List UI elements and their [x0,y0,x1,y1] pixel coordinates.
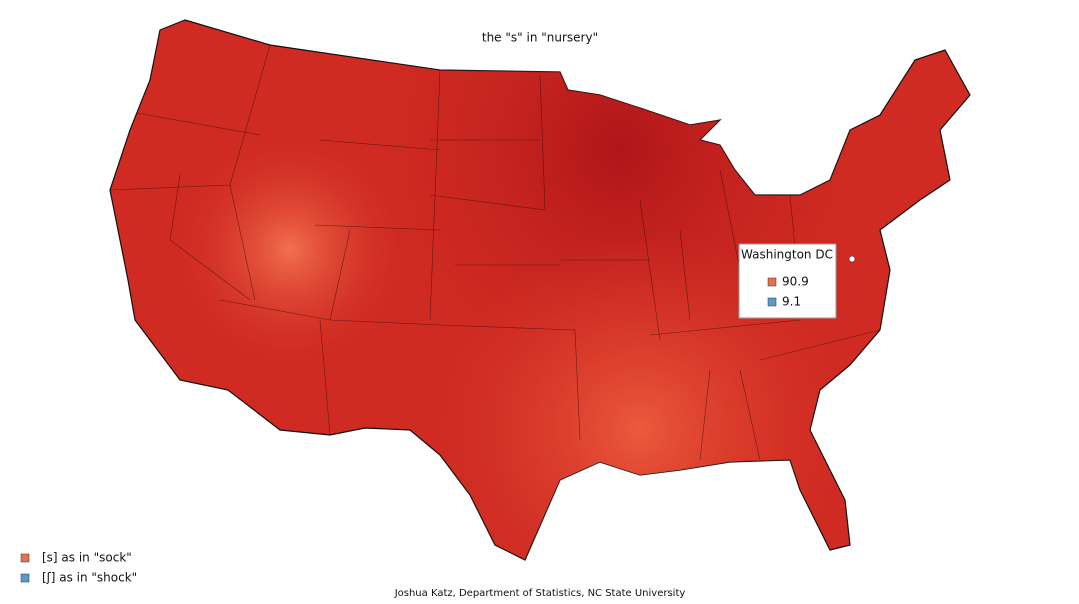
tooltip-swatch [767,297,777,307]
tooltip-label: Washington DC [741,248,833,262]
tooltip-box [738,243,837,319]
tooltip-value: 9.1 [782,295,801,309]
legend-swatch [20,573,30,583]
tooltip-value: 90.9 [782,275,809,289]
legend-swatch [20,553,30,563]
tooltip-swatch [767,277,777,287]
legend-label: [ʃ] as in "shock" [42,571,137,585]
title: the "s" in "nursery" [482,31,598,45]
credit: Joshua Katz, Department of Statistics, N… [394,588,686,599]
legend-label: [s] as in "sock" [42,551,132,565]
tooltip: Washington DC [738,243,837,319]
